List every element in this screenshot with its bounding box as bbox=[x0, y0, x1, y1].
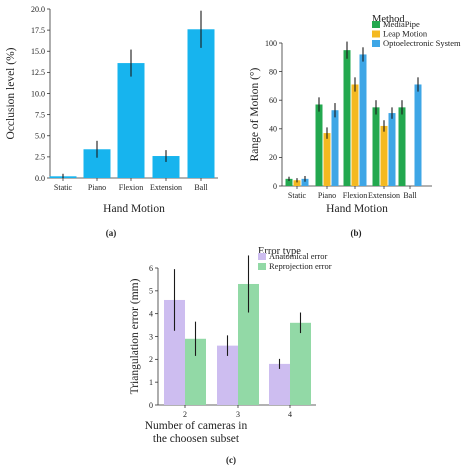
legend-title: Method bbox=[372, 14, 405, 25]
bar bbox=[315, 104, 323, 186]
bar bbox=[187, 29, 215, 179]
y-tick-label: 7.5 bbox=[35, 110, 45, 119]
x-tick-label: Extension bbox=[150, 183, 182, 192]
y-tick-label: 6 bbox=[149, 264, 153, 273]
y-tick-label: 20.0 bbox=[31, 5, 45, 14]
legend-entry: Optoelectronic System bbox=[383, 38, 461, 48]
subfigure-caption: (c) bbox=[226, 455, 236, 465]
x-tick-label: 2 bbox=[183, 410, 187, 419]
x-axis-label-line: the choosen subset bbox=[153, 433, 240, 445]
chart-c: 0 1 2 3 4 5 6 2 3 4 Number of cameras in the choose… bbox=[129, 246, 332, 465]
bar bbox=[117, 63, 145, 178]
legend-entry: MediaPipe bbox=[383, 19, 420, 29]
x-axis-label: Number of cameras in the choosen subset bbox=[145, 420, 248, 445]
legend-entry: Reprojection error bbox=[269, 261, 332, 271]
bar bbox=[293, 180, 301, 186]
bar bbox=[164, 299, 185, 405]
legend-entry: Leap Motion bbox=[383, 29, 428, 39]
bar bbox=[269, 363, 290, 405]
bar bbox=[388, 113, 396, 186]
bar bbox=[217, 345, 238, 405]
legend-swatch bbox=[258, 263, 266, 270]
legend-swatch bbox=[258, 253, 266, 260]
x-axis-label-line: Number of cameras in bbox=[145, 420, 248, 432]
x-tick-label: Ball bbox=[403, 191, 417, 200]
bar bbox=[351, 84, 359, 186]
bar bbox=[380, 125, 388, 186]
x-tick-label: Piano bbox=[88, 183, 106, 192]
x-tick-label: Flexion bbox=[119, 183, 143, 192]
bar bbox=[323, 133, 331, 186]
y-tick-label: 0.0 bbox=[35, 174, 45, 183]
y-tick-label: 100 bbox=[265, 39, 277, 48]
y-axis-label: Range of Motion (°) bbox=[249, 67, 261, 161]
y-tick-label: 40 bbox=[269, 125, 277, 134]
bar bbox=[331, 110, 339, 186]
legend-entry: Anatomical error bbox=[269, 251, 327, 261]
y-tick-label: 2 bbox=[149, 355, 153, 364]
legend-swatch bbox=[372, 21, 380, 28]
y-tick-label: 5.0 bbox=[35, 132, 45, 141]
y-tick-label: 0 bbox=[149, 401, 153, 410]
bar bbox=[301, 178, 309, 186]
bar bbox=[285, 178, 293, 186]
y-tick-label: 17.5 bbox=[31, 26, 45, 35]
y-tick-label: 3 bbox=[149, 332, 153, 341]
x-tick-label: Piano bbox=[318, 191, 336, 200]
y-tick-label: 15.0 bbox=[31, 47, 45, 56]
y-tick-label: 60 bbox=[269, 96, 277, 105]
subfigure-caption: (a) bbox=[106, 228, 117, 238]
bar bbox=[398, 107, 406, 186]
legend-swatch bbox=[372, 40, 380, 47]
bar bbox=[343, 50, 351, 187]
y-tick-label: 10.0 bbox=[31, 89, 45, 98]
y-tick-label: 0 bbox=[273, 182, 277, 191]
bar bbox=[185, 338, 206, 405]
x-tick-label: 4 bbox=[288, 410, 292, 419]
x-tick-label: Flexion bbox=[343, 191, 367, 200]
y-axis-label: Occlusion level (%) bbox=[5, 47, 17, 139]
x-tick-label: 3 bbox=[236, 410, 240, 419]
chart-a: 0.0 2.5 5.0 7.5 10.0 12.5 15.0 17.5 20.0 Static Pi… bbox=[5, 5, 218, 238]
y-tick-label: 4 bbox=[149, 309, 153, 318]
legend-swatch bbox=[372, 30, 380, 38]
legend-title: Error type bbox=[258, 246, 301, 257]
bar bbox=[414, 84, 422, 186]
x-tick-label: Static bbox=[54, 183, 73, 192]
y-tick-label: 80 bbox=[269, 67, 277, 76]
y-tick-label: 5 bbox=[149, 287, 153, 296]
bar bbox=[238, 283, 259, 405]
x-tick-label: Static bbox=[288, 191, 307, 200]
y-tick-label: 20 bbox=[269, 153, 277, 162]
x-axis-label: Hand Motion bbox=[103, 203, 165, 215]
bar bbox=[152, 156, 180, 178]
y-tick-label: 1 bbox=[149, 378, 153, 387]
x-axis-label: Hand Motion bbox=[326, 203, 388, 215]
subfigure-caption: (b) bbox=[351, 228, 362, 238]
bar bbox=[290, 322, 311, 405]
y-axis-label: Triangulation error (mm) bbox=[129, 278, 141, 394]
bar bbox=[372, 107, 380, 186]
x-tick-label: Ball bbox=[194, 183, 208, 192]
chart-b: 0 20 40 60 80 100 Static Piano Flexion Extension B… bbox=[249, 14, 461, 238]
bar bbox=[359, 54, 367, 186]
x-tick-label: Extension bbox=[368, 191, 400, 200]
y-tick-label: 12.5 bbox=[31, 68, 45, 77]
y-tick-label: 2.5 bbox=[35, 153, 45, 162]
